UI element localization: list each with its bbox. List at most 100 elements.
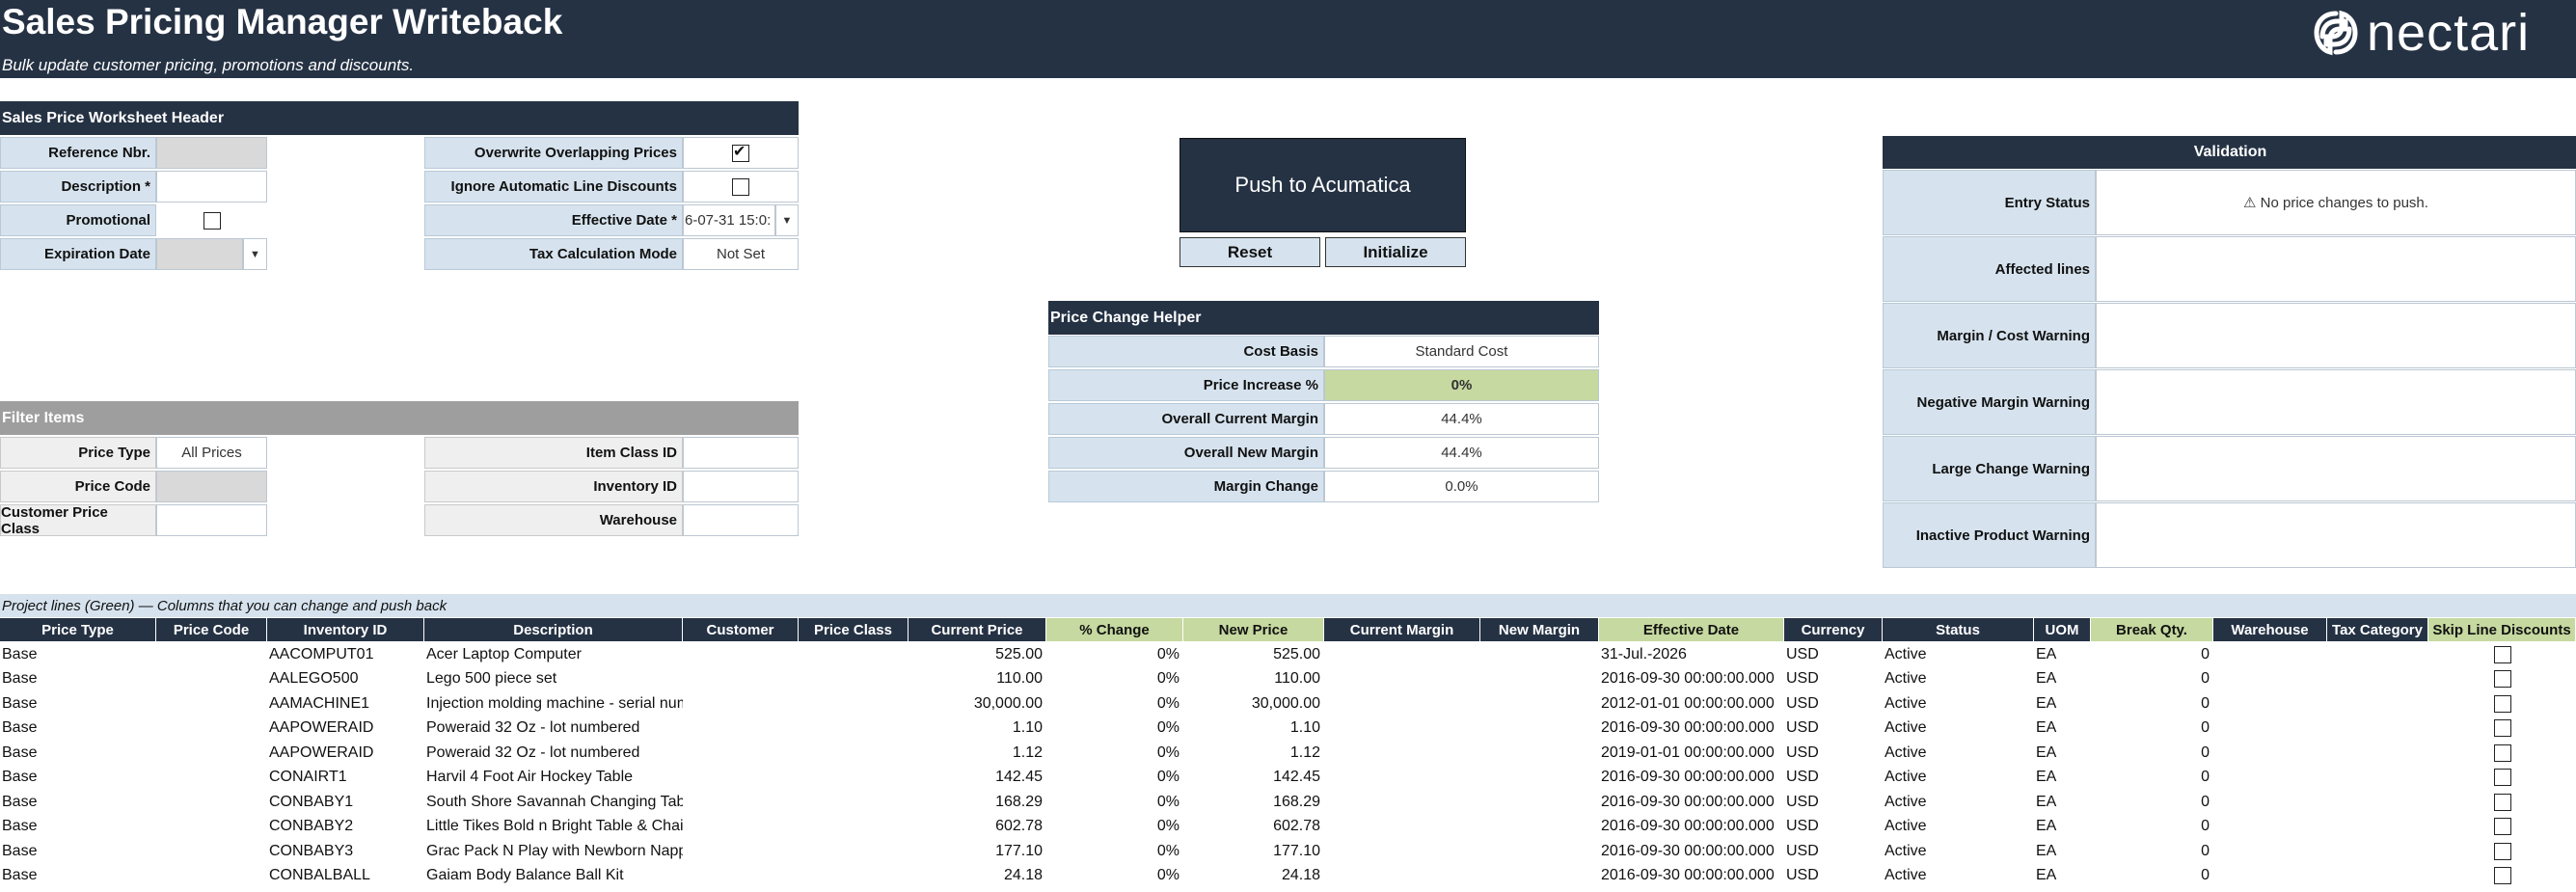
cell-effective-date[interactable]: 2012-01-01 00:00:00.000: [1601, 694, 1775, 712]
skip-line-discounts-checkbox[interactable]: [2493, 769, 2511, 787]
cell-skip-line-discounts[interactable]: [2428, 766, 2576, 791]
cell-change[interactable]: 0%: [1156, 793, 1180, 810]
cell-change[interactable]: 0%: [1156, 867, 1180, 884]
reset-button[interactable]: Reset: [1180, 237, 1320, 267]
tax-calc-mode-field[interactable]: Not Set: [683, 238, 799, 270]
reference-nbr-field[interactable]: [156, 137, 267, 169]
cost-basis-field[interactable]: Standard Cost: [1324, 336, 1599, 367]
promotional-checkbox[interactable]: [203, 211, 221, 230]
cell-new-price[interactable]: 177.10: [1273, 842, 1320, 859]
cell-skip-line-discounts[interactable]: [2428, 667, 2576, 692]
column-header-effective-date[interactable]: Effective Date: [1599, 618, 1784, 641]
column-header-skip-line-discounts[interactable]: Skip Line Discounts: [2428, 618, 2576, 641]
description-field[interactable]: [156, 171, 267, 203]
cell-new-price[interactable]: 1.10: [1289, 719, 1320, 737]
cell-break-qty[interactable]: 0: [2201, 645, 2210, 662]
skip-line-discounts-checkbox[interactable]: [2493, 743, 2511, 762]
cell-change[interactable]: 0%: [1156, 743, 1180, 761]
skip-line-discounts-checkbox[interactable]: [2493, 818, 2511, 836]
column-header-customer[interactable]: Customer: [683, 618, 799, 641]
cell-break-qty[interactable]: 0: [2201, 694, 2210, 712]
column-header-current-margin[interactable]: Current Margin: [1324, 618, 1480, 641]
cell-effective-date[interactable]: 31-Jul.-2026: [1601, 645, 1687, 662]
cell-change[interactable]: 0%: [1156, 842, 1180, 859]
cell-break-qty[interactable]: 0: [2201, 818, 2210, 835]
column-header-current-price[interactable]: Current Price: [908, 618, 1046, 641]
push-to-acumatica-button[interactable]: Push to Acumatica: [1180, 138, 1466, 232]
cell-new-price[interactable]: 110.00: [1274, 670, 1320, 688]
column-header-currency[interactable]: Currency: [1784, 618, 1883, 641]
column-header-description[interactable]: Description: [424, 618, 683, 641]
cell-skip-line-discounts[interactable]: [2428, 839, 2576, 864]
column-header-price-type[interactable]: Price Type: [0, 618, 156, 641]
cell-skip-line-discounts[interactable]: [2428, 864, 2576, 889]
column-header-tax-category[interactable]: Tax Category: [2327, 618, 2428, 641]
cell-effective-date[interactable]: 2016-09-30 00:00:00.000: [1601, 719, 1775, 737]
skip-line-discounts-checkbox[interactable]: [2493, 670, 2511, 689]
effective-date-field[interactable]: 6-07-31 15:0:: [683, 204, 775, 236]
cell-effective-date[interactable]: 2016-09-30 00:00:00.000: [1601, 867, 1775, 884]
cell-new-price[interactable]: 525.00: [1273, 645, 1320, 662]
cell-new-price[interactable]: 30,000.00: [1251, 694, 1320, 712]
initialize-button[interactable]: Initialize: [1325, 237, 1466, 267]
cell-break-qty[interactable]: 0: [2201, 670, 2210, 688]
expiration-date-dropdown[interactable]: ▼: [243, 238, 267, 270]
cell-skip-line-discounts[interactable]: [2428, 741, 2576, 766]
price-code-filter[interactable]: [156, 471, 267, 502]
cell-new-price[interactable]: 1.12: [1289, 743, 1320, 761]
skip-line-discounts-checkbox[interactable]: [2493, 793, 2511, 811]
cell-new-price[interactable]: 142.45: [1273, 769, 1320, 786]
cell-break-qty[interactable]: 0: [2201, 867, 2210, 884]
price-increase-field[interactable]: 0%: [1324, 369, 1599, 401]
cell-effective-date[interactable]: 2016-09-30 00:00:00.000: [1601, 769, 1775, 786]
item-class-filter[interactable]: [683, 437, 799, 469]
effective-date-dropdown[interactable]: ▼: [775, 204, 799, 236]
cell-change[interactable]: 0%: [1156, 818, 1180, 835]
cell-effective-date[interactable]: 2016-09-30 00:00:00.000: [1601, 793, 1775, 810]
skip-line-discounts-checkbox[interactable]: [2493, 645, 2511, 663]
skip-line-discounts-checkbox[interactable]: [2493, 842, 2511, 860]
column-header-break-qty[interactable]: Break Qty.: [2091, 618, 2213, 641]
cell-break-qty[interactable]: 0: [2201, 743, 2210, 761]
column-header-inventory-id[interactable]: Inventory ID: [267, 618, 424, 641]
cell-effective-date[interactable]: 2016-09-30 00:00:00.000: [1601, 818, 1775, 835]
cell-change[interactable]: 0%: [1156, 670, 1180, 688]
customer-price-class-filter[interactable]: [156, 504, 267, 536]
column-header-price-code[interactable]: Price Code: [156, 618, 267, 641]
cell-break-qty[interactable]: 0: [2201, 842, 2210, 859]
column-header-new-margin[interactable]: New Margin: [1480, 618, 1599, 641]
cell-change[interactable]: 0%: [1156, 719, 1180, 737]
cell-new-price[interactable]: 602.78: [1273, 818, 1320, 835]
cell-break-qty[interactable]: 0: [2201, 769, 2210, 786]
cell-new-price[interactable]: 24.18: [1281, 867, 1320, 884]
column-header-warehouse[interactable]: Warehouse: [2213, 618, 2327, 641]
cell-break-qty[interactable]: 0: [2201, 793, 2210, 810]
column-header-uom[interactable]: UOM: [2034, 618, 2091, 641]
price-type-filter[interactable]: All Prices: [156, 437, 267, 469]
cell-change[interactable]: 0%: [1156, 769, 1180, 786]
cell-effective-date[interactable]: 2016-09-30 00:00:00.000: [1601, 842, 1775, 859]
expiration-date-field[interactable]: [156, 238, 243, 270]
skip-line-discounts-checkbox[interactable]: [2493, 867, 2511, 885]
cell-change[interactable]: 0%: [1156, 645, 1180, 662]
cell-change[interactable]: 0%: [1156, 694, 1180, 712]
skip-line-discounts-checkbox[interactable]: [2493, 719, 2511, 738]
cell-effective-date[interactable]: 2016-09-30 00:00:00.000: [1601, 670, 1775, 688]
column-header-price-class[interactable]: Price Class: [799, 618, 908, 641]
cell-skip-line-discounts[interactable]: [2428, 691, 2576, 716]
cell-skip-line-discounts[interactable]: [2428, 716, 2576, 742]
cell-effective-date[interactable]: 2019-01-01 00:00:00.000: [1601, 743, 1775, 761]
inventory-id-filter[interactable]: [683, 471, 799, 502]
cell-skip-line-discounts[interactable]: [2428, 815, 2576, 840]
column-header-status[interactable]: Status: [1883, 618, 2034, 641]
column-header-change[interactable]: % Change: [1046, 618, 1183, 641]
overwrite-prices-checkbox[interactable]: [732, 142, 749, 162]
cell-skip-line-discounts[interactable]: [2428, 642, 2576, 667]
skip-line-discounts-checkbox[interactable]: [2493, 694, 2511, 713]
column-header-new-price[interactable]: New Price: [1183, 618, 1324, 641]
cell-break-qty[interactable]: 0: [2201, 719, 2210, 737]
warehouse-filter[interactable]: [683, 504, 799, 536]
cell-new-price[interactable]: 168.29: [1273, 793, 1320, 810]
ignore-line-discounts-checkbox[interactable]: [732, 177, 749, 196]
cell-skip-line-discounts[interactable]: [2428, 790, 2576, 815]
